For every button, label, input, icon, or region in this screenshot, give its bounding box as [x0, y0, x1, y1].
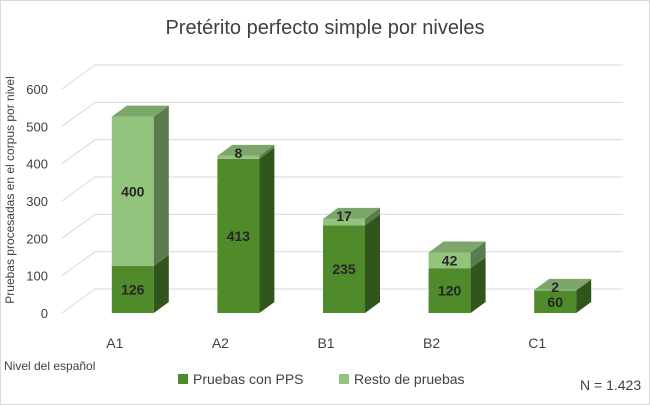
bar-segment: 60	[534, 279, 592, 313]
bar-side	[470, 241, 486, 269]
chart-title: Pretérito perfecto simple por niveles	[165, 17, 484, 39]
gridline	[61, 139, 623, 165]
bar-segment: 120	[428, 257, 486, 313]
x-tick-label: B1	[317, 335, 334, 351]
bar-top	[217, 144, 275, 156]
bar-front	[534, 290, 577, 313]
y-tick-label: 600	[26, 82, 48, 97]
data-label: 60	[547, 294, 563, 310]
bar-side	[153, 254, 169, 313]
gridline	[61, 213, 623, 239]
gridline	[61, 64, 623, 90]
data-label: 2	[551, 279, 559, 295]
data-label: 17	[336, 208, 352, 224]
bar-front	[111, 116, 154, 266]
bar-front	[323, 225, 365, 313]
bar-segment: 42	[428, 241, 486, 269]
y-tick-label: 200	[26, 231, 48, 246]
x-axis-categories: A1 A2 B1 B2 C1	[106, 335, 546, 351]
bar-segment: 413	[217, 147, 275, 313]
legend-item: Resto de pruebas	[339, 371, 465, 387]
bar-segment: 2	[534, 278, 592, 295]
bar-top	[111, 105, 169, 117]
bar-front	[428, 252, 471, 269]
bar-side	[576, 278, 592, 291]
bar-top	[323, 207, 380, 219]
data-label: 120	[438, 283, 462, 299]
bar-segment: 400	[111, 105, 169, 266]
x-tick-label: B2	[423, 335, 440, 351]
data-label: 42	[442, 252, 458, 268]
gridline	[61, 101, 623, 127]
bar-segment: 126	[111, 254, 169, 313]
y-tick-label: 0	[41, 306, 48, 321]
data-label: 8	[235, 145, 243, 161]
x-tick-label: A2	[212, 335, 229, 351]
bar-side	[470, 257, 486, 313]
bar-side	[153, 105, 169, 266]
sample-size-note: N = 1.423	[580, 377, 641, 393]
bar-front	[217, 155, 260, 159]
data-label: 235	[332, 261, 356, 277]
bar-side	[365, 207, 380, 226]
y-axis-ticks: 0 100 200 300 400 500 600	[26, 82, 48, 321]
y-tick-label: 300	[26, 194, 48, 209]
legend-label: Resto de pruebas	[354, 371, 465, 387]
data-label: 126	[121, 281, 145, 297]
y-tick-label: 500	[26, 119, 48, 134]
gridline	[61, 176, 623, 202]
bar-top	[428, 241, 486, 253]
bar-side	[259, 147, 275, 313]
data-label: 413	[227, 228, 251, 244]
bar-front	[534, 289, 577, 291]
bar-top	[534, 278, 592, 290]
bar-segment: 17	[323, 207, 380, 226]
legend-swatch	[178, 374, 188, 384]
legend-item: Pruebas con PPS	[178, 371, 304, 387]
bar-front	[323, 218, 365, 226]
bar-front	[428, 268, 471, 313]
x-axis-label: Nivel del español	[4, 359, 95, 373]
bar-front	[217, 158, 260, 313]
gridlines	[61, 64, 623, 314]
legend-label: Pruebas con PPS	[193, 371, 304, 387]
y-axis-label: Pruebas procesadas en el corpus por nive…	[3, 76, 17, 303]
y-tick-label: 100	[26, 269, 48, 284]
bar-segment: 8	[217, 144, 275, 161]
legend: Pruebas con PPS Resto de pruebas	[178, 371, 465, 387]
bar-side	[576, 279, 592, 313]
x-tick-label: A1	[106, 335, 123, 351]
data-label: 400	[121, 183, 145, 199]
x-tick-label: C1	[528, 335, 546, 351]
y-tick-label: 400	[26, 157, 48, 172]
bar-side	[365, 214, 380, 313]
bar-front	[111, 265, 154, 313]
bars: 126 400 413 8 235 17 120 42 602	[111, 105, 592, 313]
bar-segment: 235	[323, 214, 380, 313]
bar-side	[259, 144, 275, 159]
legend-swatch	[339, 374, 349, 384]
